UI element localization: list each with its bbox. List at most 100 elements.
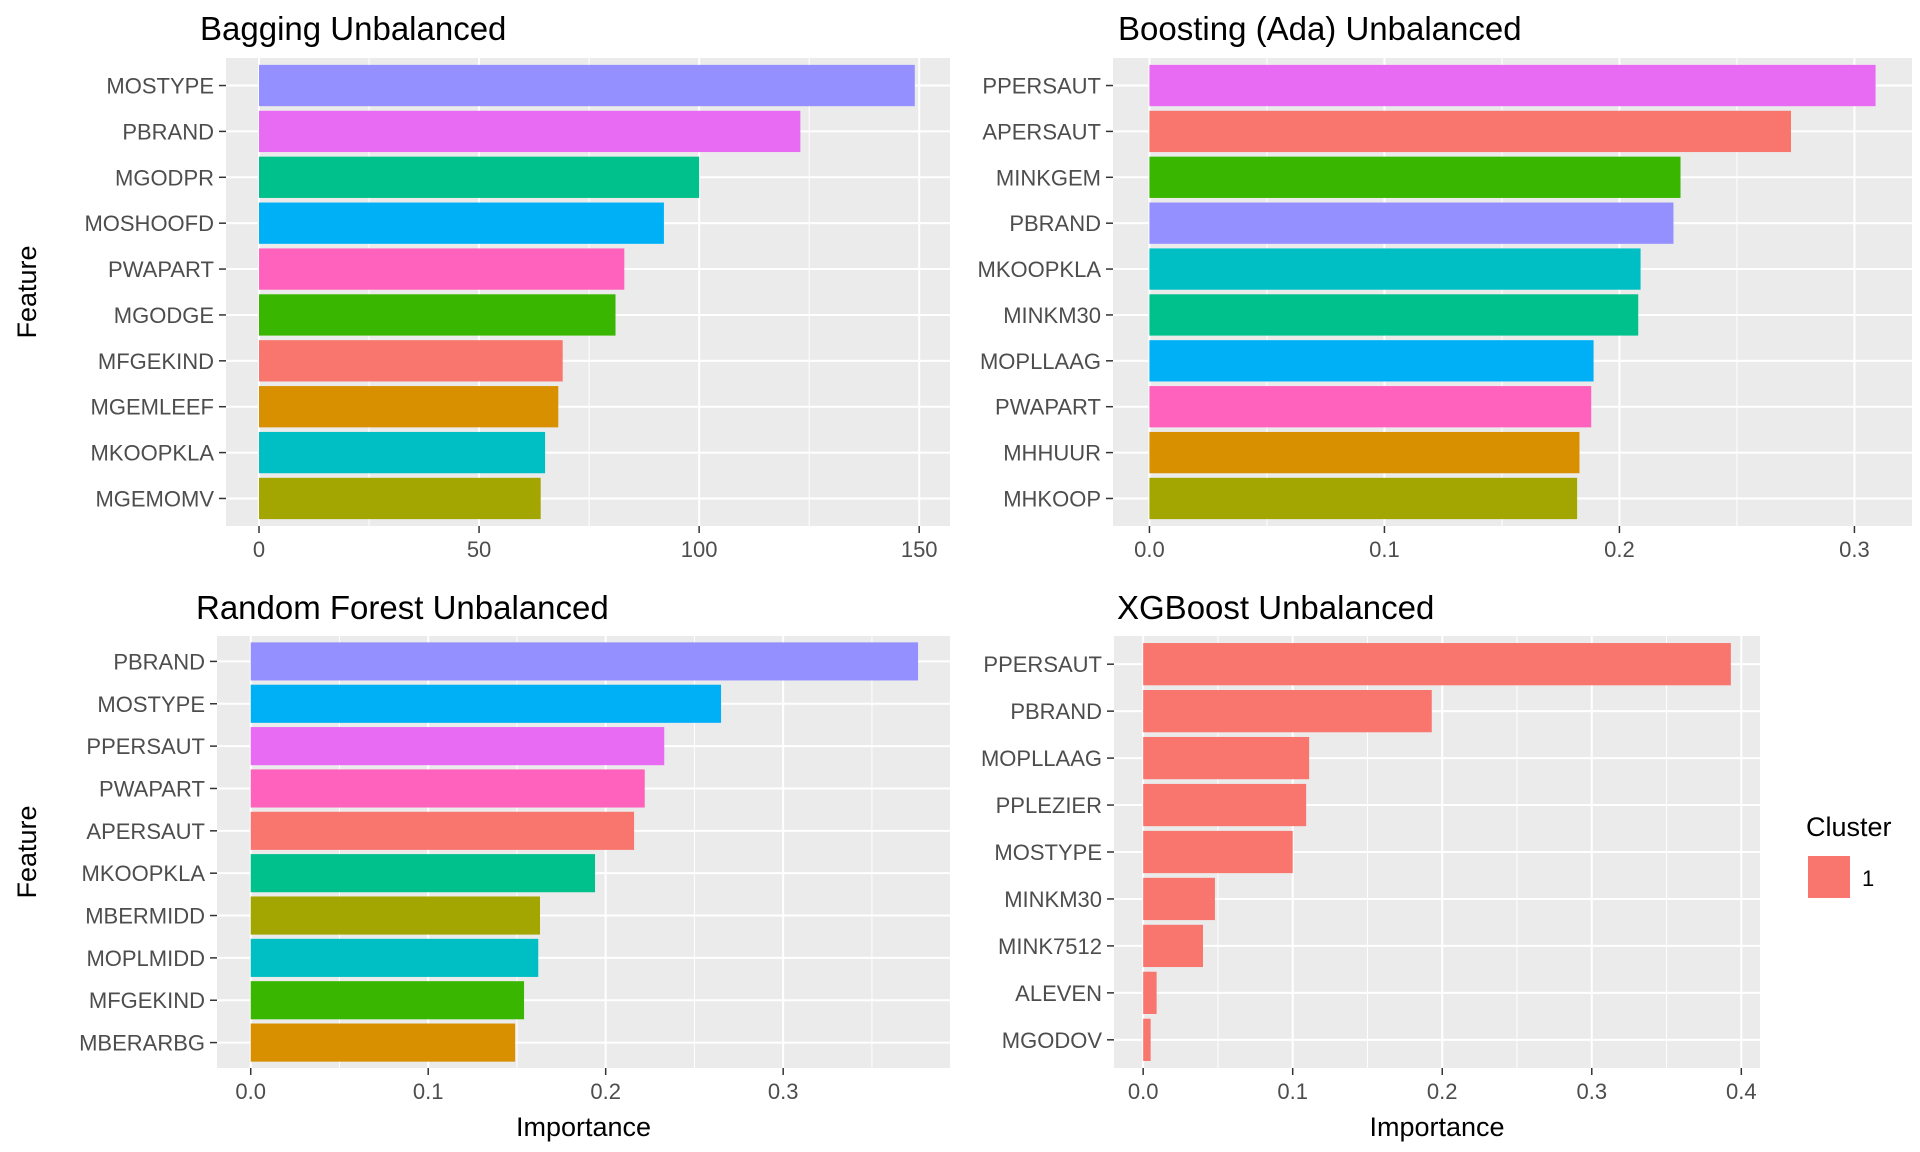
chart-panel-1: MOSTYPE PBRAND MGODPR MOSHOOFD PWAPART MGODGE… [12, 10, 950, 562]
legend-title: Cluster [1806, 812, 1892, 842]
y-tick-label: APERSAUT [982, 119, 1101, 144]
bar-mopllaag [1149, 340, 1594, 382]
bar-mkoopkla [259, 431, 546, 474]
x-tick-label: 150 [901, 537, 938, 562]
chart-panel-2: PPERSAUT APERSAUT MINKGEM PBRAND MKOOPKLA MIN… [978, 10, 1912, 562]
bar-mostype [250, 684, 722, 723]
bar-pbrand [1149, 202, 1674, 244]
bar-minkm30 [1149, 294, 1639, 336]
y-tick-label: MFGEKIND [98, 349, 214, 374]
bar-pwapart [250, 769, 645, 808]
bar-mgemomv [259, 477, 541, 520]
bar-mgodov [1143, 1018, 1151, 1061]
y-tick-label: PPERSAUT [86, 734, 205, 759]
bar-apersaut [250, 811, 635, 850]
y-tick-label: PBRAND [113, 649, 205, 674]
bar-mostype [1143, 830, 1293, 874]
bar-pwapart [1149, 386, 1592, 428]
bar-aleven [1143, 971, 1157, 1014]
y-tick-label: MHHUUR [1003, 441, 1101, 466]
chart-title: XGBoost Unbalanced [1117, 589, 1434, 626]
bar-mfgekind [259, 340, 563, 382]
x-tick-label: 0.1 [413, 1079, 444, 1104]
bar-pplezier [1143, 783, 1307, 827]
x-tick-label: 0.3 [1576, 1079, 1607, 1104]
x-tick-label: 0.1 [1369, 537, 1400, 562]
legend-label: 1 [1862, 866, 1874, 891]
y-tick-label: MFGEKIND [89, 988, 205, 1013]
y-tick-label: MOPLLAAG [981, 746, 1102, 771]
chart-panel-4: PPERSAUT PBRAND MOPLLAAG PPLEZIER MOSTYPE MIN… [981, 589, 1892, 1142]
y-tick-label: MOSHOOFD [84, 211, 214, 236]
bar-mgemleef [259, 386, 559, 428]
x-axis-title: Importance [1369, 1112, 1504, 1142]
y-tick-label: MKOOPKLA [82, 861, 206, 886]
y-tick-label: MOSTYPE [97, 692, 205, 717]
y-tick-label: PPERSAUT [983, 652, 1102, 677]
x-tick-label: 0.2 [1427, 1079, 1458, 1104]
x-axis-title: Importance [516, 1112, 651, 1142]
y-tick-label: PWAPART [108, 257, 214, 282]
y-tick-label: MINK7512 [998, 934, 1102, 959]
bar-pwapart [259, 248, 625, 290]
y-tick-label: MGODOV [1002, 1028, 1103, 1053]
y-tick-label: ALEVEN [1015, 981, 1102, 1006]
y-tick-label: PPLEZIER [996, 793, 1102, 818]
bar-ppersaut [250, 727, 665, 766]
y-tick-label: MKOOPKLA [978, 257, 1102, 282]
y-tick-label: MBERMIDD [85, 904, 205, 929]
x-tick-label: 0.0 [1134, 537, 1165, 562]
x-tick-label: 0.2 [1604, 537, 1635, 562]
y-tick-label: PBRAND [122, 119, 214, 144]
y-axis-title: Feature [12, 805, 42, 898]
y-tick-label: PPERSAUT [982, 74, 1101, 99]
y-tick-label: APERSAUT [86, 819, 205, 844]
bar-mostype [259, 64, 915, 107]
bar-ppersaut [1149, 64, 1876, 107]
legend-key [1808, 856, 1850, 898]
y-axis-title: Feature [12, 245, 42, 338]
bar-minkm30 [1143, 877, 1215, 921]
bar-moshoofd [259, 202, 664, 244]
x-tick-label: 0.0 [1128, 1079, 1159, 1104]
y-tick-label: PBRAND [1009, 211, 1101, 236]
x-tick-label: 0.4 [1726, 1079, 1757, 1104]
y-tick-label: MINKM30 [1003, 303, 1101, 328]
y-tick-label: MKOOPKLA [91, 441, 215, 466]
bar-pbrand [1143, 690, 1432, 733]
bar-mberarbg [250, 1023, 516, 1062]
y-tick-label: PWAPART [99, 776, 205, 801]
bar-moplmidd [250, 938, 539, 977]
y-tick-label: MOSTYPE [994, 840, 1102, 865]
y-tick-label: MINKGEM [996, 165, 1101, 190]
chart-title: Random Forest Unbalanced [196, 589, 609, 626]
chart-title: Boosting (Ada) Unbalanced [1118, 10, 1522, 47]
y-tick-label: MGEMLEEF [91, 395, 214, 420]
y-tick-label: MGEMOMV [95, 486, 214, 511]
y-tick-label: PBRAND [1010, 699, 1102, 724]
bar-mink7512 [1143, 924, 1203, 968]
x-tick-label: 50 [467, 537, 491, 562]
chart-panel-3: PBRAND MOSTYPE PPERSAUT PWAPART APERSAUT MKOO… [12, 589, 950, 1142]
bar-mgodpr [259, 156, 700, 198]
y-tick-label: MINKM30 [1004, 887, 1102, 912]
y-tick-label: MOSTYPE [106, 74, 214, 99]
y-tick-label: MHKOOP [1003, 486, 1101, 511]
bar-pbrand [259, 110, 801, 153]
x-tick-label: 0.3 [1839, 537, 1870, 562]
y-tick-label: MOPLMIDD [86, 946, 205, 971]
y-tick-label: PWAPART [995, 395, 1101, 420]
y-tick-label: MOPLLAAG [980, 349, 1101, 374]
bar-mkoopkla [1149, 248, 1641, 290]
x-tick-label: 0.3 [768, 1079, 799, 1104]
bar-mopllaag [1143, 736, 1310, 780]
x-tick-label: 100 [681, 537, 718, 562]
bar-ppersaut [1143, 643, 1731, 686]
x-tick-label: 0.1 [1277, 1079, 1308, 1104]
legend: Cluster 1 [1806, 812, 1892, 898]
bar-mhkoop [1149, 477, 1578, 520]
bar-mbermidd [250, 896, 541, 935]
y-tick-label: MGODPR [115, 165, 214, 190]
bar-mhhuur [1149, 431, 1580, 474]
